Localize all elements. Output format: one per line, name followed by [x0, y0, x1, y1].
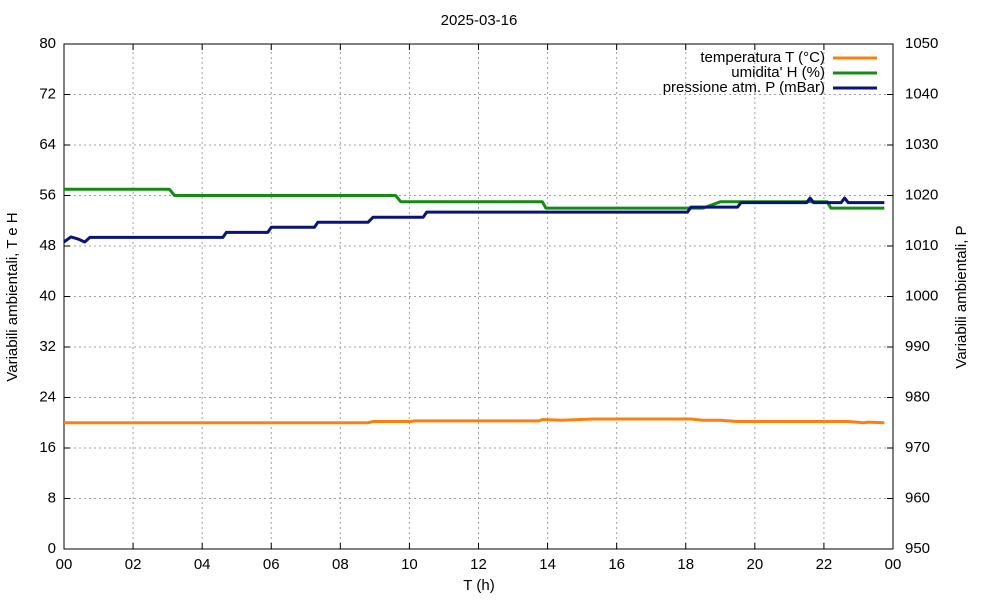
data-line — [64, 417, 885, 425]
y-tick-label: 8 — [48, 489, 56, 506]
x-tick-label: 00 — [56, 556, 73, 573]
y-tick-label: 80 — [39, 35, 56, 52]
y2-tick-label: 990 — [905, 338, 930, 355]
y-tick-label: 48 — [39, 237, 56, 254]
y-tick-label: 0 — [48, 540, 56, 557]
y-tick-label: 16 — [39, 439, 56, 456]
x-axis-label: T (h) — [463, 577, 494, 594]
y2-tick-label: 1040 — [905, 85, 938, 102]
y2-tick-label: 1020 — [905, 186, 938, 203]
plot-frame — [63, 43, 894, 550]
y2-tick-label: 1000 — [905, 287, 938, 304]
y2-tick-label: 960 — [905, 489, 930, 506]
data-line — [64, 187, 885, 210]
x-tick-label: 02 — [125, 556, 142, 573]
y2-tick-label: 1010 — [905, 237, 938, 254]
y2-tick-label: 970 — [905, 439, 930, 456]
x-tick-label: 14 — [539, 556, 556, 573]
y-tick-label: 32 — [39, 338, 56, 355]
legend-label: umidita' H (%) — [731, 64, 825, 81]
legend-label: pressione atm. P (mBar) — [663, 79, 825, 96]
x-tick-label: 06 — [263, 556, 280, 573]
chart-title: 2025-03-16 — [441, 12, 518, 29]
x-tick-label: 16 — [608, 556, 625, 573]
x-tick-label: 22 — [816, 556, 833, 573]
y2-tick-label: 1050 — [905, 35, 938, 52]
y-axis-label: Variabili ambientali, T e H — [4, 212, 21, 381]
data-line — [63, 196, 885, 244]
x-tick-label: 18 — [677, 556, 694, 573]
x-tick-label: 08 — [332, 556, 349, 573]
x-tick-label: 20 — [746, 556, 763, 573]
legend-label: temperatura T (°C) — [700, 49, 825, 66]
y-tick-label: 56 — [39, 186, 56, 203]
y2-tick-label: 950 — [905, 540, 930, 557]
y-tick-label: 24 — [39, 388, 56, 405]
x-tick-label: 04 — [194, 556, 211, 573]
y-tick-label: 72 — [39, 85, 56, 102]
x-tick-label: 10 — [401, 556, 418, 573]
x-tick-label: 00 — [885, 556, 902, 573]
y2-tick-label: 980 — [905, 388, 930, 405]
x-tick-label: 12 — [470, 556, 487, 573]
y2-tick-label: 1030 — [905, 136, 938, 153]
y-tick-label: 40 — [39, 287, 56, 304]
y-tick-label: 64 — [39, 136, 56, 153]
y2-axis-label: Variabili ambientali, P — [953, 225, 970, 368]
